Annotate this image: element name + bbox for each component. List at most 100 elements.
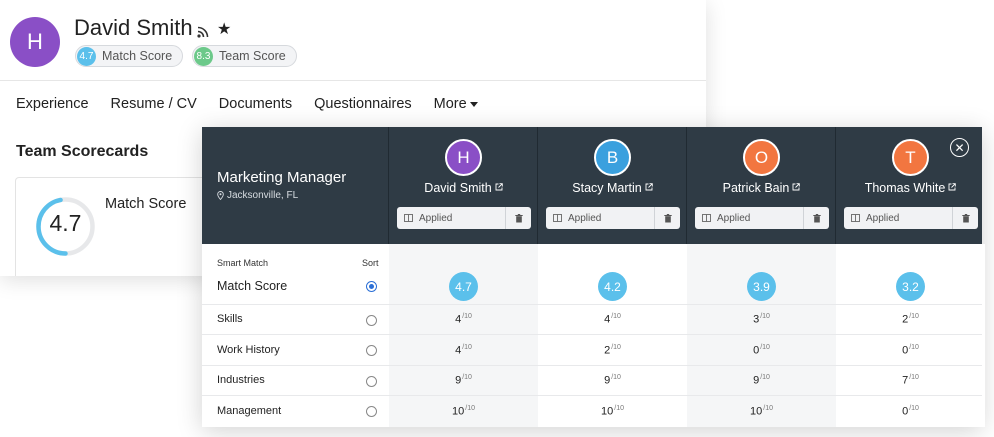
tab-documents[interactable]: Documents: [218, 96, 293, 112]
sort-radio-match-score[interactable]: [366, 281, 377, 292]
score-cell: 0/10: [836, 344, 985, 357]
score-denominator: /10: [763, 405, 773, 412]
trash-icon[interactable]: [505, 207, 531, 229]
score-cell: 4/10: [538, 313, 687, 326]
status-selector[interactable]: Applied: [695, 207, 829, 229]
candidate-name: Patrick Bain: [722, 181, 790, 195]
score-denominator: /10: [462, 313, 472, 320]
score-denominator: /10: [760, 374, 770, 381]
candidate-avatar[interactable]: O: [743, 139, 780, 176]
status-selector[interactable]: Applied: [546, 207, 680, 229]
score-cell: 10/10: [538, 405, 687, 418]
row-divider: [202, 304, 982, 305]
candidate-avatar[interactable]: T: [892, 139, 929, 176]
candidate-name: Thomas White: [864, 181, 946, 195]
row-divider: [202, 334, 982, 335]
score-value: 0: [753, 344, 760, 357]
match-score-pill: 4.7 Match Score: [75, 45, 184, 67]
status-selector[interactable]: Applied: [844, 207, 978, 229]
trash-icon[interactable]: [654, 207, 680, 229]
candidate-name-link[interactable]: Stacy Martin: [538, 181, 687, 195]
score-value: 10: [601, 405, 614, 418]
score-value: 3: [753, 313, 760, 326]
score-cell: 4/10: [389, 313, 538, 326]
candidate-name-link[interactable]: Patrick Bain: [687, 181, 836, 195]
row-label-match-score: Match Score: [217, 279, 288, 293]
score-cell: 9/10: [538, 374, 687, 387]
external-link-icon: [495, 183, 503, 191]
score-value: 2: [902, 313, 909, 326]
score-cell: 2/10: [836, 313, 985, 326]
candidate-avatar[interactable]: B: [594, 139, 631, 176]
external-link-icon: [948, 183, 957, 191]
score-value: 0: [902, 405, 909, 418]
smart-match-label: Smart Match: [217, 258, 269, 268]
team-score-pill: 8.3 Team Score: [192, 45, 297, 67]
profile-tabs: Experience Resume / CV Documents Questio…: [16, 96, 478, 112]
sort-radio-industries[interactable]: [366, 376, 377, 387]
tab-experience[interactable]: Experience: [16, 96, 89, 112]
score-value: 4: [604, 313, 611, 326]
candidate-comparison-panel: Marketing Manager Jacksonville, FL ✕ H D…: [202, 127, 985, 427]
tab-more[interactable]: More: [434, 96, 478, 112]
score-denominator: /10: [462, 344, 472, 351]
sort-radio-work-history[interactable]: [366, 345, 377, 356]
score-ring: [36, 197, 95, 256]
tab-more-label: More: [433, 96, 467, 112]
star-icon[interactable]: ★: [217, 21, 232, 38]
sort-label: Sort: [362, 258, 379, 268]
score-value: 2: [604, 344, 611, 357]
match-score-label: Match Score: [102, 49, 173, 63]
trash-icon[interactable]: [803, 207, 829, 229]
book-icon: [397, 214, 419, 222]
score-cell: 0/10: [687, 344, 836, 357]
status-selector[interactable]: Applied: [397, 207, 531, 229]
score-denominator: /10: [760, 344, 770, 351]
score-denominator: /10: [909, 405, 919, 412]
score-value: 9: [753, 374, 760, 387]
score-denominator: /10: [462, 374, 472, 381]
team-score-badge: 8.3: [194, 46, 213, 66]
candidate-name-link[interactable]: David Smith: [389, 181, 538, 195]
job-location-text: Jacksonville, FL: [227, 190, 299, 201]
tab-resume-cv[interactable]: Resume / CV: [110, 96, 197, 112]
score-denominator: /10: [760, 313, 770, 320]
score-denominator: /10: [465, 405, 475, 412]
score-value: 9: [455, 374, 462, 387]
external-link-icon: [792, 183, 801, 191]
trash-icon[interactable]: [952, 207, 978, 229]
team-score-label: Team Score: [219, 49, 286, 63]
candidate-avatar[interactable]: H: [445, 139, 482, 176]
candidate-header: O Patrick Bain Applied: [687, 127, 836, 244]
sort-radio-skills[interactable]: [366, 315, 377, 326]
score-denominator: /10: [909, 313, 919, 320]
book-icon: [695, 214, 717, 222]
score-denominator: /10: [611, 344, 621, 351]
candidate-name: Stacy Martin: [572, 181, 642, 195]
sort-radio-management[interactable]: [366, 406, 377, 417]
status-label: Applied: [717, 212, 751, 224]
row-divider: [202, 365, 982, 366]
score-cell: 4/10: [389, 344, 538, 357]
status-label: Applied: [419, 212, 453, 224]
score-denominator: /10: [614, 405, 624, 412]
score-ring-value: 4.7: [49, 210, 82, 236]
candidate-header: T Thomas White Applied: [836, 127, 985, 244]
chevron-down-icon: [469, 101, 478, 107]
match-score-bubble: 3.2: [896, 272, 925, 301]
status-label: Applied: [568, 212, 602, 224]
match-score-bubble: 4.2: [598, 272, 627, 301]
match-score-bubble: 4.7: [449, 272, 478, 301]
close-icon[interactable]: ✕: [950, 138, 969, 157]
score-value: 4: [455, 313, 462, 326]
rss-icon[interactable]: [197, 26, 209, 38]
score-cell: 3/10: [687, 313, 836, 326]
score-denominator: /10: [909, 344, 919, 351]
tab-questionnaires[interactable]: Questionnaires: [314, 96, 412, 112]
score-value: 4: [455, 344, 462, 357]
book-icon: [844, 214, 866, 222]
status-label: Applied: [866, 212, 900, 224]
candidate-name-link[interactable]: Thomas White: [836, 181, 985, 195]
score-value: 0: [902, 344, 909, 357]
row-label-industries: Industries: [217, 374, 265, 386]
